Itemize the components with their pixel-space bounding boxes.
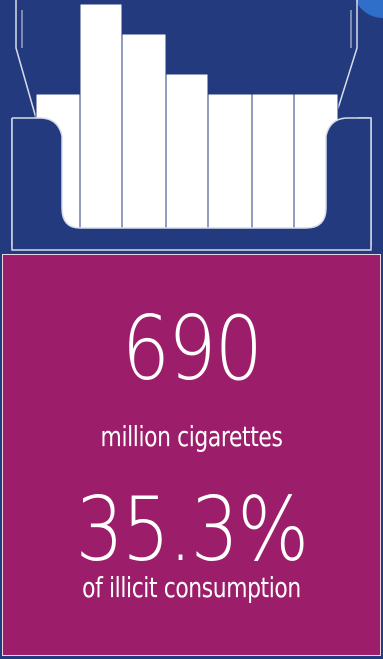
cigarette-3	[121, 33, 167, 237]
stat-caption-illicit-share: of illicit consumption	[82, 571, 301, 604]
stat-value-illicit-share: 35.3%	[75, 478, 310, 581]
stat-caption-cigarettes: million cigarettes	[100, 420, 283, 453]
cigarette-pack-icon	[11, 0, 372, 251]
cigarette-5	[207, 93, 253, 237]
pack-inner-front	[12, 118, 371, 250]
cigarettes	[35, 3, 339, 237]
stat-value-cigarettes: 690	[121, 297, 263, 400]
cigarette-6	[251, 93, 295, 237]
cigarette-2	[79, 3, 123, 237]
pack-inner-front-edge	[12, 117, 371, 229]
cigarette-4	[165, 73, 209, 237]
pack-body	[2, 254, 381, 656]
